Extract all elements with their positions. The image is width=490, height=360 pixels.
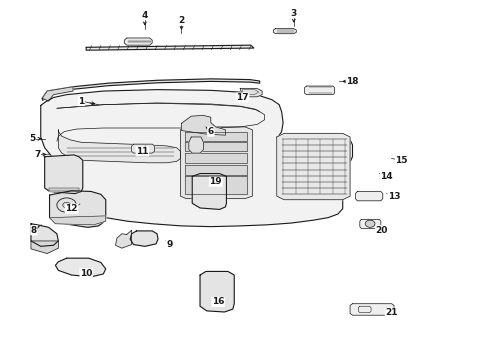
Polygon shape [49,191,106,227]
Polygon shape [185,165,247,175]
Text: 19: 19 [209,177,222,186]
Polygon shape [240,89,262,97]
Text: 20: 20 [376,226,388,235]
Text: 10: 10 [80,269,93,278]
Polygon shape [273,29,296,34]
Circle shape [63,202,71,208]
Polygon shape [130,231,158,246]
Polygon shape [41,90,352,226]
Text: 2: 2 [178,16,185,25]
Polygon shape [185,176,247,194]
Polygon shape [42,79,260,100]
Text: 5: 5 [29,134,36,143]
Polygon shape [86,45,254,50]
Text: 21: 21 [385,308,398,317]
Polygon shape [185,142,247,151]
Polygon shape [49,216,106,225]
Polygon shape [181,116,225,135]
Text: 11: 11 [136,147,148,156]
Text: 1: 1 [78,96,84,105]
Polygon shape [189,137,203,153]
Polygon shape [350,304,394,315]
Text: 4: 4 [142,10,148,19]
Text: 16: 16 [212,297,224,306]
Polygon shape [305,86,334,95]
Polygon shape [360,220,381,228]
Polygon shape [200,271,234,312]
Polygon shape [31,241,58,253]
Text: 8: 8 [31,226,37,235]
Polygon shape [31,224,58,246]
Text: 15: 15 [395,156,408,165]
Polygon shape [42,87,73,101]
Polygon shape [116,230,132,248]
Text: 18: 18 [346,77,359,86]
Text: 17: 17 [236,93,249,102]
Text: 13: 13 [388,192,400,201]
Polygon shape [192,174,226,210]
Polygon shape [355,192,383,201]
Text: 14: 14 [380,172,393,181]
Polygon shape [45,155,83,194]
Polygon shape [132,144,155,153]
Polygon shape [180,127,252,199]
Text: 9: 9 [166,240,172,249]
Polygon shape [124,38,152,45]
Polygon shape [49,188,79,192]
Text: 3: 3 [291,9,297,18]
Polygon shape [185,153,247,163]
Text: 7: 7 [34,150,41,159]
Polygon shape [185,132,247,140]
Text: 12: 12 [65,204,78,213]
Polygon shape [277,134,350,200]
Circle shape [365,220,375,227]
Polygon shape [58,130,180,163]
Polygon shape [55,258,106,277]
Text: 6: 6 [208,127,214,136]
